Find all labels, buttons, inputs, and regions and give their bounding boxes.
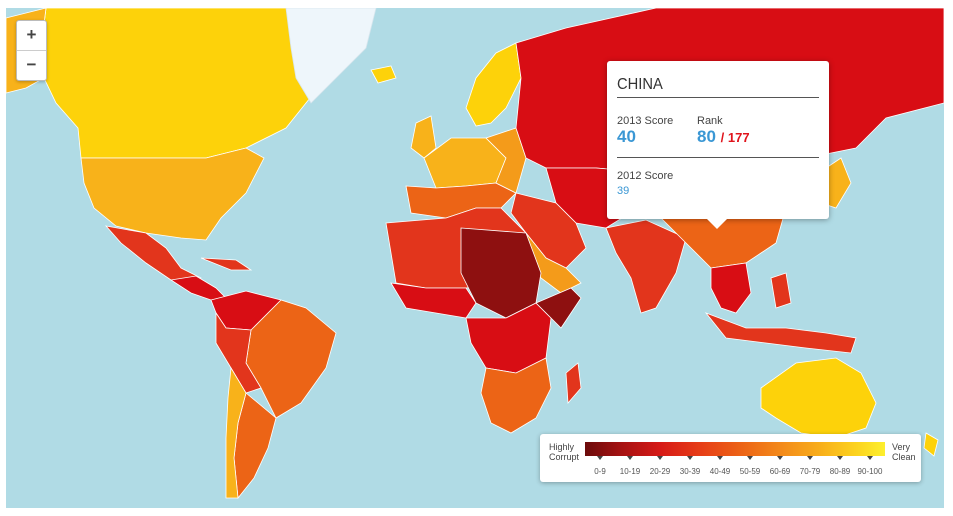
region-west-africa[interactable] — [390, 282, 477, 319]
legend-range-label: 40-49 — [709, 467, 731, 476]
rank-value-row: 80 / 177 — [697, 127, 750, 147]
legend-range-label: 90-100 — [857, 467, 883, 476]
region-scandinavia[interactable] — [465, 42, 522, 127]
rank-label: Rank — [697, 115, 723, 127]
legend-tick — [777, 456, 783, 460]
legend-range-label: 60-69 — [769, 467, 791, 476]
region-philippines[interactable] — [770, 272, 792, 309]
map-legend: Highly Corrupt 0-9 10-19 20-29 30-39 40-49 50… — [540, 434, 921, 482]
legend-range-label: 30-39 — [679, 467, 701, 476]
legend-right-line2: Clean — [892, 452, 916, 462]
zoom-control: + − — [16, 20, 47, 81]
region-indonesia[interactable] — [704, 312, 857, 354]
legend-right-line1: Very — [892, 442, 911, 452]
legend-range-label: 10-19 — [619, 467, 641, 476]
region-peru-bolivia[interactable] — [215, 311, 262, 394]
legend-range-label: 20-29 — [649, 467, 671, 476]
tooltip-divider-top — [617, 97, 819, 98]
tooltip-divider-bottom — [617, 157, 819, 158]
legend-tick — [747, 456, 753, 460]
legend-ticks — [585, 456, 885, 462]
region-central-america[interactable] — [169, 275, 227, 301]
legend-tick — [597, 456, 603, 460]
legend-left-line2: Corrupt — [549, 452, 580, 462]
legend-color-scale — [585, 442, 885, 456]
region-southern-africa[interactable] — [480, 357, 552, 434]
legend-tick — [687, 456, 693, 460]
legend-left-label: Highly Corrupt — [549, 442, 579, 462]
legend-left-line1: Highly — [549, 442, 575, 452]
score-2012-value: 39 — [617, 185, 630, 197]
region-uk[interactable] — [410, 115, 437, 159]
region-south-asia[interactable] — [605, 219, 687, 314]
zoom-in-button[interactable]: + — [26, 25, 37, 44]
region-horn-of-africa[interactable] — [535, 287, 582, 329]
region-new-zealand[interactable] — [923, 432, 939, 457]
legend-tick — [837, 456, 843, 460]
legend-range-label: 0-9 — [594, 467, 606, 476]
country-tooltip: CHINA 2013 Score 40 Rank 80 / 177 2012 S… — [607, 61, 829, 229]
legend-right-label: Very Clean — [892, 442, 916, 462]
legend-tick — [807, 456, 813, 460]
legend-tick — [657, 456, 663, 460]
region-australia[interactable] — [760, 357, 877, 439]
legend-tick — [867, 456, 873, 460]
region-madagascar[interactable] — [565, 362, 582, 404]
region-chile[interactable] — [225, 366, 247, 499]
legend-range-label: 50-59 — [739, 467, 761, 476]
legend-range-label: 70-79 — [799, 467, 821, 476]
legend-tick — [717, 456, 723, 460]
zoom-out-button[interactable]: − — [17, 50, 46, 80]
region-greenland[interactable] — [285, 8, 377, 104]
score-2013-label: 2013 Score — [617, 115, 674, 127]
region-southern-europe[interactable] — [405, 182, 517, 219]
region-caribbean[interactable] — [200, 257, 253, 271]
score-2013-value: 40 — [617, 127, 636, 146]
rank-total: / 177 — [720, 130, 750, 145]
legend-tick — [627, 456, 633, 460]
tooltip-country-name: CHINA — [617, 76, 663, 93]
region-iceland[interactable] — [370, 65, 397, 84]
score-2012-label: 2012 Score — [617, 170, 674, 182]
region-usa[interactable] — [80, 147, 265, 241]
rank-value: 80 — [697, 127, 716, 146]
region-southeast-asia[interactable] — [710, 262, 752, 314]
legend-range-label: 80-89 — [829, 467, 851, 476]
